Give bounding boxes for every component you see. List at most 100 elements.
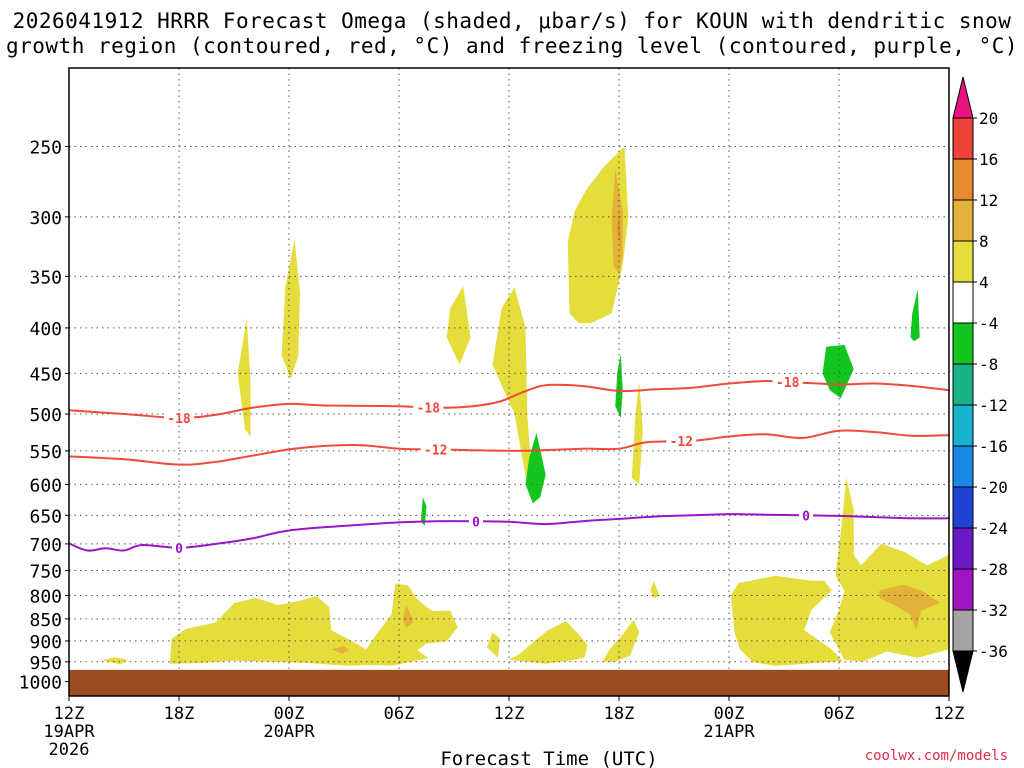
omega-shade-20 bbox=[421, 497, 427, 526]
colorbar-label-10: -20 bbox=[979, 478, 1008, 497]
freezing-level-label-bg-3 bbox=[799, 508, 813, 523]
colorbar-bin-9 bbox=[952, 404, 974, 447]
grid-layer bbox=[69, 68, 949, 670]
x-tick-year-0: 2026 bbox=[49, 740, 90, 760]
y-tick-label-750: 750 bbox=[29, 562, 62, 583]
y-tick-label-400: 400 bbox=[29, 319, 62, 340]
x-tick-label-30: 18Z bbox=[604, 704, 635, 724]
x-tick-label-24: 12Z bbox=[494, 704, 525, 724]
omega-shade-13 bbox=[730, 575, 843, 666]
x-tick-label-12: 00Z bbox=[274, 704, 305, 724]
colorbar-label-8: -12 bbox=[979, 396, 1008, 415]
omega-shade-2 bbox=[169, 583, 458, 666]
colorbar-bin-6 bbox=[952, 281, 974, 324]
colorbar-label-12: -28 bbox=[979, 560, 1008, 579]
x-tick-date-12: 20APR bbox=[263, 722, 315, 742]
x-tick-label-6: 18Z bbox=[164, 704, 195, 724]
omega-shade-5 bbox=[446, 286, 471, 365]
colorbar-label-6: -4 bbox=[979, 314, 998, 333]
omega-shade-8 bbox=[509, 621, 588, 664]
isotherm-minus-18-label-bg-2 bbox=[413, 400, 444, 415]
isotherm-minus-12-label-2: -12 bbox=[670, 435, 693, 450]
colorbar-label-1: 20 bbox=[979, 109, 998, 128]
omega-shade-6 bbox=[492, 287, 531, 494]
y-tick-label-700: 700 bbox=[29, 535, 62, 556]
below-ground-fill bbox=[69, 669, 949, 696]
omega-shade-7 bbox=[487, 632, 500, 658]
isotherm-minus-18-label-1: -18 bbox=[167, 412, 191, 427]
colorbar-label-14: -36 bbox=[979, 642, 1008, 661]
colorbar-bin-5 bbox=[952, 240, 974, 283]
y-tick-label-800: 800 bbox=[29, 586, 62, 607]
colorbar-bin-4 bbox=[952, 199, 974, 242]
omega-shade-1 bbox=[102, 657, 128, 665]
y-tick-label-450: 450 bbox=[29, 364, 62, 385]
x-tick-label-48: 12Z bbox=[934, 704, 965, 724]
omega-shade-10 bbox=[631, 381, 643, 485]
y-axis: 2503003504004505005506006507007508008509… bbox=[19, 137, 69, 694]
x-tick-label-42: 06Z bbox=[824, 704, 855, 724]
source-credit: coolwx.com/models bbox=[864, 748, 1008, 764]
chart-title-line-1: 2026041912 HRRR Forecast Omega (shaded, … bbox=[12, 9, 1012, 33]
y-tick-label-950: 950 bbox=[29, 653, 62, 674]
chart-title-line-2: growth region (contoured, red, °C) and f… bbox=[5, 34, 1019, 58]
x-tick-date-36: 21APR bbox=[703, 722, 755, 742]
colorbar-label-9: -16 bbox=[979, 437, 1008, 456]
colorbar-label-5: 4 bbox=[979, 273, 989, 292]
colorbar-bin-3 bbox=[952, 158, 974, 201]
isotherm-minus-12-line bbox=[68, 429, 950, 466]
colorbar-bin-10 bbox=[952, 445, 974, 488]
x-tick-label-0: 12Z bbox=[54, 704, 85, 724]
colorbar-label-13: -32 bbox=[979, 601, 1008, 620]
freezing-level-label-bg-1 bbox=[172, 540, 186, 555]
x-tick-label-36: 00Z bbox=[714, 704, 745, 724]
freezing-level-label-1: 0 bbox=[175, 542, 183, 557]
y-tick-label-600: 600 bbox=[29, 475, 62, 496]
y-tick-label-1000: 1000 bbox=[19, 673, 62, 694]
freezing-level-label-2: 0 bbox=[472, 515, 480, 530]
x-tick-date-0: 19APR bbox=[43, 722, 95, 742]
colorbar-bin-12 bbox=[952, 527, 974, 570]
colorbar-label-3: 12 bbox=[979, 191, 998, 210]
omega-shade-22 bbox=[615, 354, 623, 418]
omega-shade-15 bbox=[402, 605, 414, 628]
isotherm-minus-18-line bbox=[68, 379, 950, 419]
omega-shade-18 bbox=[879, 584, 940, 631]
omega-shade-11 bbox=[602, 619, 640, 662]
y-tick-label-550: 550 bbox=[29, 442, 62, 463]
colorbar-bin-15 bbox=[952, 650, 974, 693]
colorbar-bin-7 bbox=[952, 322, 974, 365]
omega-shade-19 bbox=[617, 210, 621, 248]
colorbar-bin-13 bbox=[952, 568, 974, 611]
colorbar-bin-14 bbox=[952, 609, 974, 652]
omega-shade-12 bbox=[650, 580, 660, 599]
colorbar-bin-11 bbox=[952, 486, 974, 529]
colorbar-bin-1 bbox=[952, 76, 974, 119]
contour-layer: -18 -18 -18 -12 -12 0 0 0 bbox=[68, 375, 950, 557]
y-tick-label-350: 350 bbox=[29, 267, 62, 288]
omega-shade-4 bbox=[237, 318, 251, 437]
colorbar-label-4: 8 bbox=[979, 232, 989, 251]
x-axis-title: Forecast Time (UTC) bbox=[440, 748, 657, 768]
colorbar-label-7: -8 bbox=[979, 355, 998, 374]
isotherm-minus-12-label-1: -12 bbox=[424, 443, 447, 458]
isotherm-minus-18-label-bg-3 bbox=[772, 375, 803, 390]
freezing-level-label-bg-2 bbox=[469, 514, 483, 529]
isotherm-minus-18-label-bg-1 bbox=[164, 410, 194, 425]
omega-shade-3 bbox=[281, 239, 300, 380]
y-tick-label-500: 500 bbox=[29, 405, 62, 426]
colorbar-label-2: 16 bbox=[979, 150, 998, 169]
colorbar-label-11: -24 bbox=[979, 519, 1008, 538]
isotherm-minus-18-label-3: -18 bbox=[776, 376, 800, 391]
y-tick-label-300: 300 bbox=[29, 208, 62, 229]
colorbar-bin-8 bbox=[952, 363, 974, 406]
colorbar: 20 16 12 8 4 -4 -8 -12 -16 -20 -24 -28 -32 -36 bbox=[952, 76, 1008, 693]
omega-shade-9 bbox=[567, 146, 629, 324]
omega-shade-21 bbox=[525, 432, 546, 504]
isotherm-minus-12-label-bg-1 bbox=[420, 442, 451, 457]
y-tick-label-900: 900 bbox=[29, 632, 62, 653]
omega-shade-16 bbox=[331, 646, 350, 654]
omega-shade-17 bbox=[611, 169, 623, 275]
